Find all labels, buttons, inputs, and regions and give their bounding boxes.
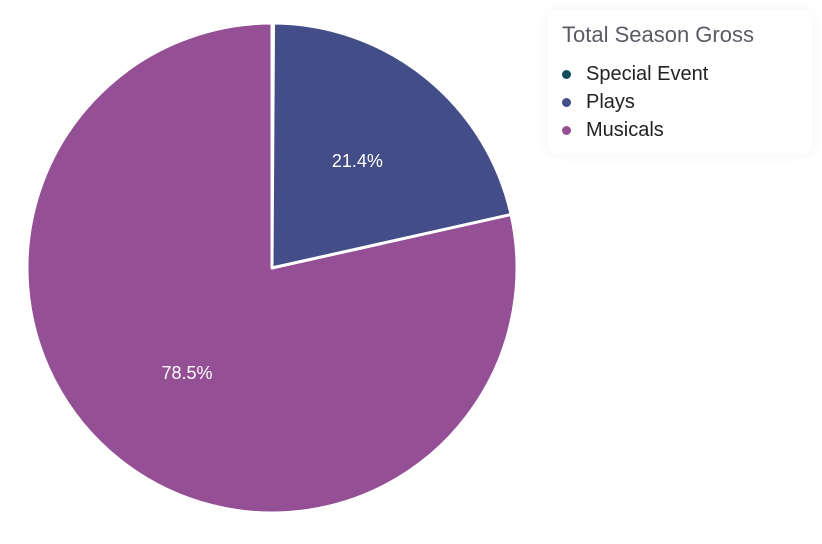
pie-slice-musicals[interactable] <box>25 21 519 515</box>
legend-marker-plays <box>562 97 571 107</box>
pie-chart: 21.4% 78.5% <box>25 21 519 515</box>
legend-label-musicals: Musicals <box>586 118 664 141</box>
legend-item-special-event[interactable]: Special Event <box>562 60 798 88</box>
legend-items: Special Event Plays Musicals <box>562 60 798 144</box>
pie-slice-plays[interactable] <box>270 21 513 270</box>
legend: Total Season Gross Special Event Plays M… <box>548 10 812 154</box>
data-label-plays: 21.4% <box>332 151 383 171</box>
legend-marker-special-event <box>562 69 571 79</box>
data-label-musicals: 78.5% <box>161 363 212 383</box>
legend-item-plays[interactable]: Plays <box>562 88 798 116</box>
legend-item-musicals[interactable]: Musicals <box>562 116 798 144</box>
legend-label-special-event: Special Event <box>586 62 709 85</box>
legend-label-plays: Plays <box>586 90 635 113</box>
legend-marker-musicals <box>562 125 571 135</box>
legend-title: Total Season Gross <box>562 22 754 47</box>
